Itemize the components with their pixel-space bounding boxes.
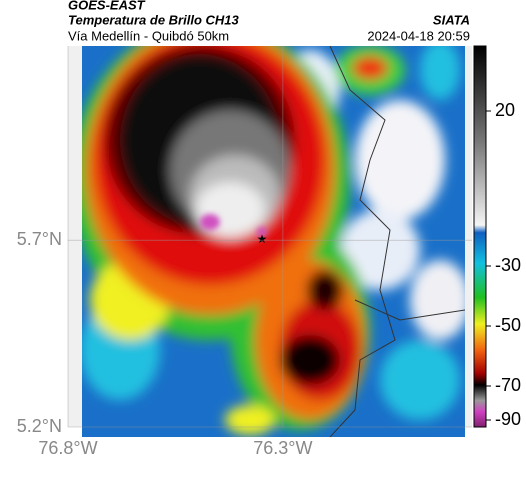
x-tick-label: 76.8°W (38, 438, 97, 458)
colorbar-tick-label: -50 (495, 315, 521, 335)
y-tick-label: 5.7°N (17, 229, 62, 249)
x-tick-label: 76.3°W (253, 438, 312, 458)
satellite-image: ★ (82, 46, 465, 437)
colorbar-tick-label: 20 (495, 100, 515, 120)
y-tick-label: 5.2°N (17, 416, 62, 436)
subtitle: Temperatura de Brillo CH13 (68, 12, 240, 27)
source: SIATA (433, 12, 470, 27)
colorbar (473, 45, 487, 428)
title: GOES-EAST (68, 0, 146, 12)
timestamp: 2024-04-18 20:59 (367, 28, 470, 43)
colorbar-tick-label: -70 (495, 375, 521, 395)
svg-text:★: ★ (257, 232, 268, 246)
colorbar-tick-label: -30 (495, 255, 521, 275)
route: Vía Medellín - Quibdó 50km (68, 28, 229, 43)
colorbar-tick-label: -90 (495, 409, 521, 429)
